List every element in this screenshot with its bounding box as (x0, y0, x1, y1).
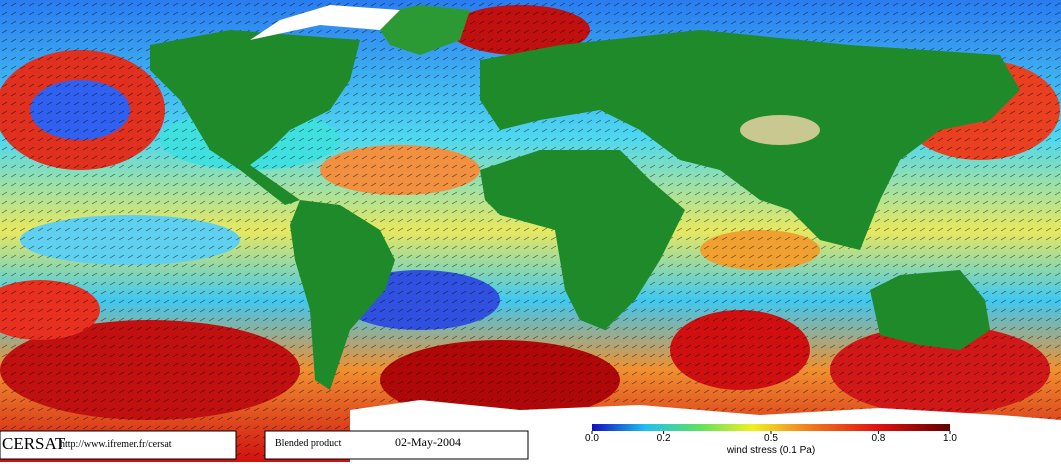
product-box (264, 430, 529, 460)
url: http://www.ifremer.fr/cersat (60, 439, 172, 450)
colorbar-tick-label: 0.5 (764, 433, 778, 444)
brand: CERSAT (2, 434, 66, 453)
brand-box (0, 430, 237, 460)
colorbar-tick-label: 0.0 (585, 433, 599, 444)
colorbar-label: wind stress (0.1 Pa) (726, 445, 815, 456)
land (150, 5, 1020, 390)
date: 02-May-2004 (395, 435, 461, 449)
colorbar-tick-label: 0.2 (657, 433, 671, 444)
product: Blended product (275, 438, 342, 449)
colorbar-tick-label: 0.8 (871, 433, 885, 444)
colorbar-tick-label: 1.0 (943, 433, 957, 444)
colorbar (592, 424, 950, 431)
